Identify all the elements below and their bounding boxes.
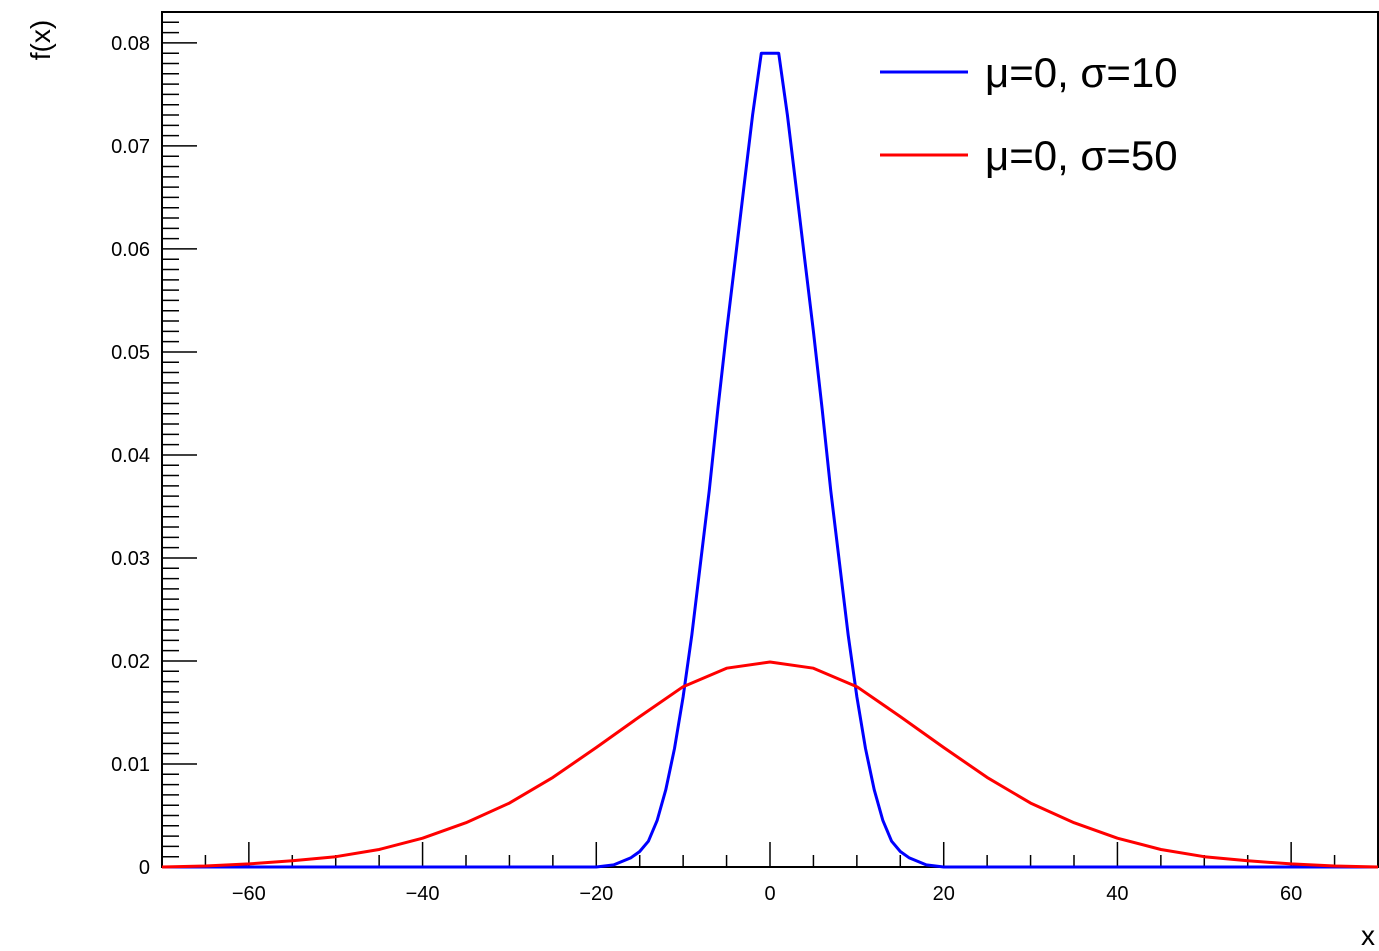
y-tick-label: 0: [139, 857, 150, 879]
y-tick-label: 0.02: [111, 651, 150, 673]
x-tick-label: −20: [579, 883, 613, 905]
x-tick-label: 40: [1106, 883, 1128, 905]
legend: μ=0, σ=10 μ=0, σ=50: [880, 49, 1178, 179]
series-line-1: [161, 660, 1379, 869]
legend-label-sigma50: μ=0, σ=50: [985, 132, 1178, 179]
y-tick-label: 0.04: [111, 445, 150, 467]
x-tick-label: 60: [1280, 883, 1302, 905]
y-tick-label: 0.01: [111, 754, 150, 776]
series-line-0: [162, 51, 1378, 869]
y-tick-label: 0.08: [111, 33, 150, 55]
y-tick-label: 0.03: [111, 548, 150, 570]
plot-frame: [161, 11, 1379, 868]
legend-label-sigma10: μ=0, σ=10: [985, 49, 1178, 96]
x-tick-label: 20: [933, 883, 955, 905]
x-axis-title: x: [1361, 920, 1375, 951]
x-tick-label: −40: [406, 883, 440, 905]
x-tick-label: −60: [232, 883, 266, 905]
y-tick-label: 0.07: [111, 136, 150, 158]
x-tick-label: 0: [764, 883, 775, 905]
y-tick-label: 0.06: [111, 239, 150, 261]
y-tick-label: 0.05: [111, 342, 150, 364]
y-axis-title: f(x): [25, 20, 56, 60]
